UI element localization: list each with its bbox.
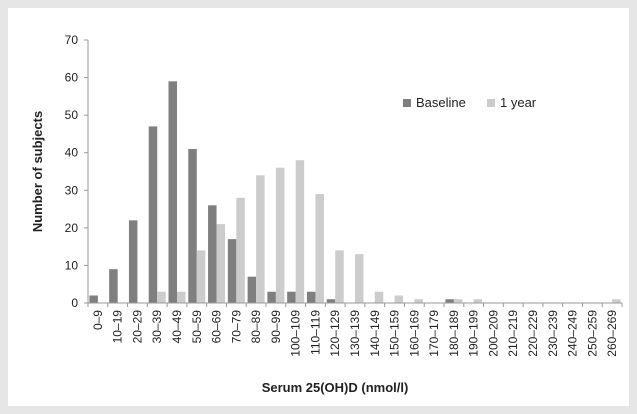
- x-tick-label: 240–249: [566, 310, 580, 357]
- legend-label: 1 year: [500, 95, 537, 110]
- bar-1-year: [315, 194, 324, 303]
- bar-1-year: [275, 167, 285, 303]
- bar-1-year: [414, 299, 423, 303]
- y-axis-ticks: 0 10 20 30 40 50 60 70: [65, 33, 88, 310]
- bar-baseline: [128, 220, 138, 303]
- bar-1-year: [177, 291, 186, 303]
- bar-1-year: [612, 299, 621, 303]
- x-tick-label: 250–259: [585, 310, 599, 357]
- bar-baseline: [227, 239, 237, 303]
- bar-baseline: [445, 299, 454, 303]
- legend-label: Baseline: [416, 95, 466, 110]
- y-tick-label: 0: [71, 296, 78, 310]
- x-tick-label: 220–229: [526, 310, 540, 357]
- x-tick-label: 70–79: [229, 310, 243, 344]
- bar-baseline: [188, 148, 197, 303]
- x-tick-label: 130–139: [348, 310, 362, 357]
- y-tick-label: 70: [65, 33, 79, 47]
- x-tick-label: 30–39: [150, 310, 164, 344]
- x-tick-label: 140–149: [368, 310, 382, 357]
- bar-1-year: [453, 299, 463, 303]
- x-tick-label: 100–109: [289, 310, 303, 357]
- bar-1-year: [236, 197, 245, 303]
- x-tick-label: 230–239: [546, 310, 560, 357]
- legend: Baseline 1 year: [403, 95, 537, 110]
- legend-swatch: [403, 99, 411, 107]
- bars-group: [89, 81, 621, 304]
- bar-baseline: [267, 291, 276, 303]
- x-tick-label: 150–159: [388, 310, 402, 357]
- y-axis-title: Number of subjects: [30, 111, 45, 232]
- x-tick-label: 80–89: [249, 310, 263, 344]
- bar-1-year: [355, 254, 364, 303]
- y-tick-label: 60: [65, 71, 79, 85]
- bar-1-year: [157, 291, 166, 303]
- bar-1-year: [394, 295, 404, 303]
- y-tick-label: 50: [65, 108, 79, 122]
- bar-baseline: [168, 81, 177, 303]
- bar-1-year: [216, 224, 226, 303]
- bar-1-year: [256, 175, 265, 303]
- bar-baseline: [208, 205, 217, 303]
- bar-baseline: [89, 295, 98, 303]
- bar-baseline: [148, 126, 158, 304]
- y-tick-label: 40: [65, 146, 79, 160]
- x-tick-label: 190–199: [467, 310, 481, 357]
- x-tick-label: 120–129: [328, 310, 342, 357]
- bar-1-year: [196, 250, 206, 303]
- x-tick-label: 90–99: [269, 310, 283, 344]
- bar-1-year: [374, 291, 384, 303]
- x-tick-label: 0–9: [91, 310, 105, 330]
- x-axis-title: Serum 25(OH)D (nmol/l): [262, 380, 409, 395]
- x-tick-label: 210–219: [506, 310, 520, 357]
- bar-baseline: [287, 291, 296, 303]
- x-tick-label: 200–209: [486, 310, 500, 357]
- bar-1-year: [473, 299, 483, 303]
- x-tick-label: 50–59: [190, 310, 204, 344]
- x-tick-label: 20–29: [130, 310, 144, 344]
- y-tick-label: 30: [65, 183, 79, 197]
- x-tick-label: 170–179: [427, 310, 441, 357]
- bar-baseline: [109, 269, 118, 303]
- bar-baseline: [306, 291, 316, 303]
- bar-1-year: [295, 160, 305, 303]
- bar-baseline: [326, 299, 336, 303]
- x-tick-label: 160–169: [407, 310, 421, 357]
- y-tick-label: 20: [65, 221, 79, 235]
- bar-baseline: [247, 276, 257, 303]
- x-axis-ticks: 0–9 10–19 20–29 30–39 40–49 50–59 60–69 70–79 80…: [87, 303, 623, 357]
- y-tick-label: 10: [65, 258, 79, 272]
- bar-1-year: [335, 250, 344, 303]
- x-tick-label: 110–119: [308, 310, 322, 355]
- x-tick-label: 180–189: [447, 310, 461, 357]
- x-tick-label: 260–269: [605, 310, 619, 357]
- x-tick-label: 60–69: [210, 310, 224, 344]
- x-tick-label: 10–19: [111, 310, 125, 344]
- x-tick-label: 40–49: [170, 310, 184, 344]
- legend-swatch: [487, 99, 495, 107]
